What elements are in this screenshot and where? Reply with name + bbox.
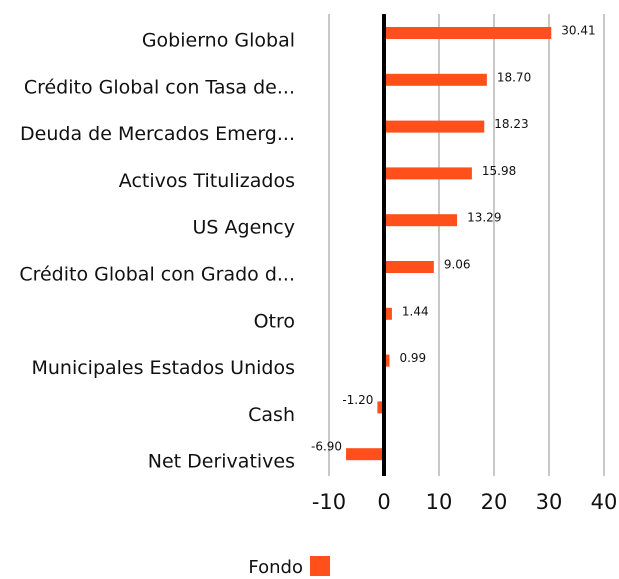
x-tick-label: 0 xyxy=(377,490,390,514)
value-label: 18.70 xyxy=(497,70,531,84)
y-tick-label: Deuda de Mercados Emerg... xyxy=(20,123,295,145)
value-label: 18.23 xyxy=(494,117,528,131)
y-tick-label: Net Derivatives xyxy=(148,451,295,473)
value-label: 9.06 xyxy=(444,258,471,272)
value-label: 15.98 xyxy=(482,164,516,178)
bar xyxy=(384,214,458,227)
x-tick-label: 30 xyxy=(536,490,563,514)
y-tick-label: Crédito Global con Tasa de... xyxy=(24,76,295,98)
value-label: 30.41 xyxy=(561,24,595,38)
value-label: 0.99 xyxy=(399,351,426,365)
bar xyxy=(384,307,392,320)
y-tick-label: Municipales Estados Unidos xyxy=(31,357,295,379)
bar xyxy=(384,261,434,273)
bar xyxy=(384,354,390,367)
bar xyxy=(384,167,472,180)
bar xyxy=(384,73,487,86)
x-tick-label: 10 xyxy=(426,490,453,514)
x-tick-label: 40 xyxy=(591,490,618,514)
bar xyxy=(384,120,485,133)
value-label: -6.90 xyxy=(311,440,342,454)
y-tick-label: Gobierno Global xyxy=(142,30,295,52)
bar xyxy=(384,27,552,39)
value-label: 13.29 xyxy=(467,211,501,225)
y-tick-label: Otro xyxy=(254,310,295,332)
bar xyxy=(346,448,384,461)
value-label: -1.20 xyxy=(342,393,373,407)
y-tick-label: Activos Titulizados xyxy=(119,170,295,192)
x-tick-label: -10 xyxy=(312,490,346,514)
legend-label: Fondo xyxy=(248,557,303,578)
y-tick-label: Crédito Global con Grado d... xyxy=(19,264,295,286)
x-tick-label: 20 xyxy=(481,490,508,514)
value-label: 1.44 xyxy=(402,304,429,318)
y-tick-label: Cash xyxy=(248,404,295,426)
bar xyxy=(377,401,384,414)
legend-swatch xyxy=(310,556,330,576)
y-tick-label: US Agency xyxy=(193,217,296,239)
